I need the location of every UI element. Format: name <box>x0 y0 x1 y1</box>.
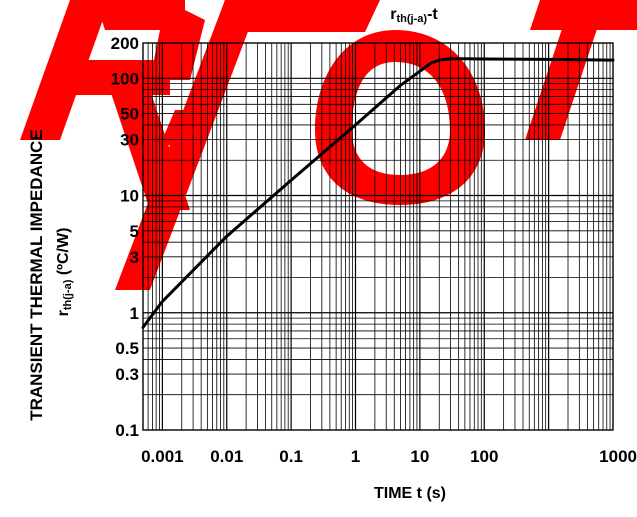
x-tick-label: 0.1 <box>279 447 303 466</box>
x-tick-labels: 0.001 0.01 0.1 1 10 100 1000 <box>141 447 637 466</box>
thermal-impedance-curve <box>141 57 615 329</box>
y-tick-labels: 200 100 50 30 10 5 3 1 0.5 0.3 0.1 <box>111 34 139 440</box>
y-tick-label: 0.3 <box>115 365 139 384</box>
x-tick-label: 1 <box>351 447 360 466</box>
plot-frame <box>142 42 614 431</box>
x-tick-label: 0.001 <box>141 447 184 466</box>
y-axis-label-line1: TRANSIENT THERMAL IMPEDANCE <box>27 129 46 421</box>
chart-title-sub: th(j-a) <box>397 13 428 25</box>
y-tick-label: 0.5 <box>115 339 139 358</box>
y-tick-label: 30 <box>120 131 139 150</box>
y-tick-label: 50 <box>120 105 139 124</box>
y-tick-label: 3 <box>130 248 139 267</box>
x-tick-label: 100 <box>470 447 498 466</box>
y-axis-label-sub: th(j-a) <box>62 279 74 310</box>
x-tick-label: 0.01 <box>210 447 243 466</box>
y-tick-label: 100 <box>111 69 139 88</box>
y-tick-label: 1 <box>130 304 139 323</box>
y-tick-label: 5 <box>130 222 139 241</box>
y-axis-label-main: r <box>55 310 72 316</box>
x-axis-label: TIME t (s) <box>374 485 446 502</box>
x-tick-label: 1000 <box>599 447 637 466</box>
y-tick-label: 200 <box>111 34 139 53</box>
chart-title-tail: -t <box>427 6 438 23</box>
chart-title-main: r <box>390 6 396 23</box>
y-tick-label: 0.1 <box>115 421 139 440</box>
y-tick-label: 10 <box>120 187 139 206</box>
chart-title: rth(j-a)-t <box>390 6 438 25</box>
y-axis-label-unit: (ºC/W) <box>55 228 72 280</box>
x-tick-label: 10 <box>410 447 429 466</box>
y-axis-label-line2: rth(j-a) (ºC/W) <box>55 228 74 317</box>
